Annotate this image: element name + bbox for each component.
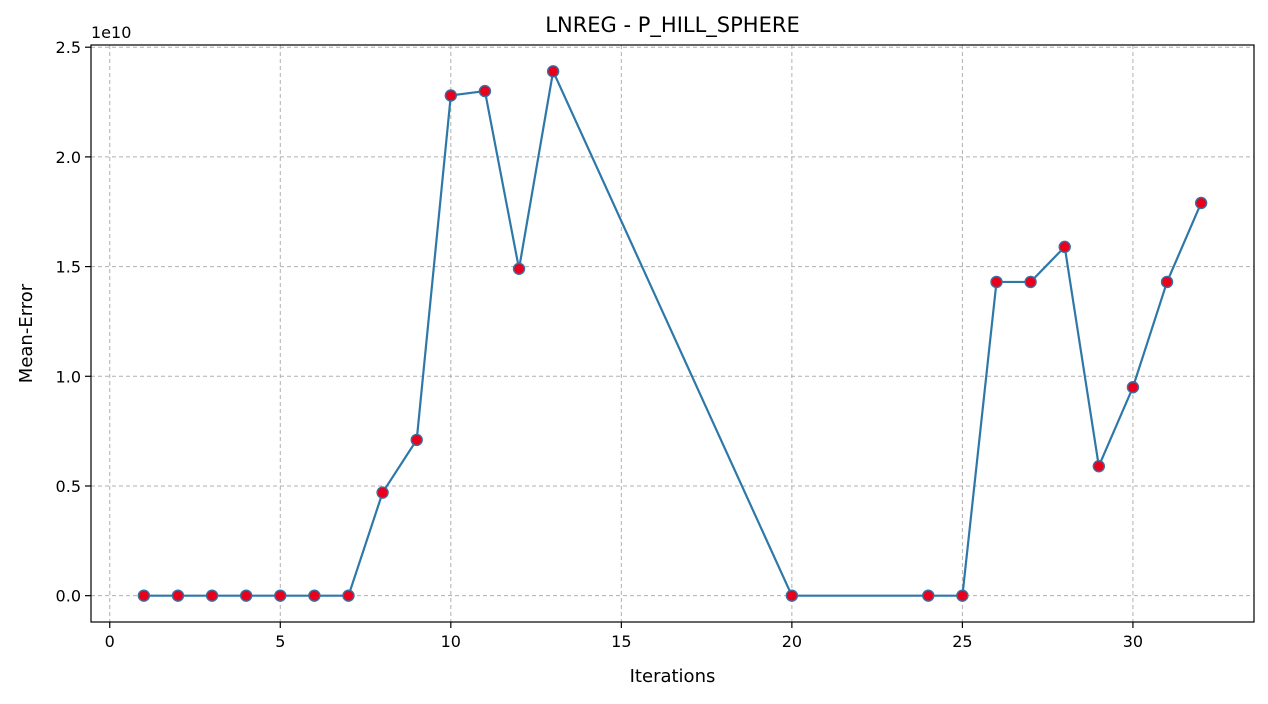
x-tick-label: 0 [105,632,115,651]
data-point [239,589,253,602]
data-point [512,262,526,275]
tick-layer: 0 5 10 15 20 25 30 0.0 0.5 1.0 1.5 2.0 2.5 [56,38,1144,651]
data-point [444,89,458,102]
data-point [1058,240,1071,254]
x-tick-label: 10 [441,632,461,651]
plot-frame [90,44,1255,623]
data-point [274,589,287,602]
data-point [376,486,389,499]
data-point [1160,275,1174,289]
data-point [137,589,151,602]
data-point [205,589,219,602]
data-point [478,84,492,98]
y-tick-label: 1.0 [56,367,81,386]
x-tick-label: 20 [782,632,802,651]
series-layer [137,65,1208,602]
data-point [1024,275,1037,289]
y-tick-label: 0.5 [56,477,81,496]
x-tick-label: 5 [275,632,285,651]
grid-layer [91,45,1254,622]
data-point [922,589,935,602]
series-line [143,70,1203,597]
y-tick-label: 1.5 [56,258,81,277]
data-point [785,589,799,602]
data-point [990,275,1003,289]
data-point [956,589,969,602]
data-point [1126,381,1140,394]
x-tick-label: 25 [952,632,972,651]
data-point [308,589,321,602]
data-point [1194,196,1208,210]
data-point [546,65,560,78]
x-tick-label: 30 [1123,632,1143,651]
data-point [410,433,423,447]
data-point [342,589,355,602]
data-point [171,589,185,602]
chart-title: LNREG - P_HILL_SPHERE [545,13,799,38]
y-axis-offset-label: 1e10 [91,23,131,42]
y-axis-label: Mean-Error [16,283,37,383]
y-tick-label: 2.0 [56,148,81,167]
y-tick-label: 0.0 [56,587,81,606]
x-axis-label: Iterations [630,666,716,687]
data-point [1092,460,1106,473]
y-tick-label: 2.5 [56,38,81,57]
x-tick-label: 15 [611,632,631,651]
